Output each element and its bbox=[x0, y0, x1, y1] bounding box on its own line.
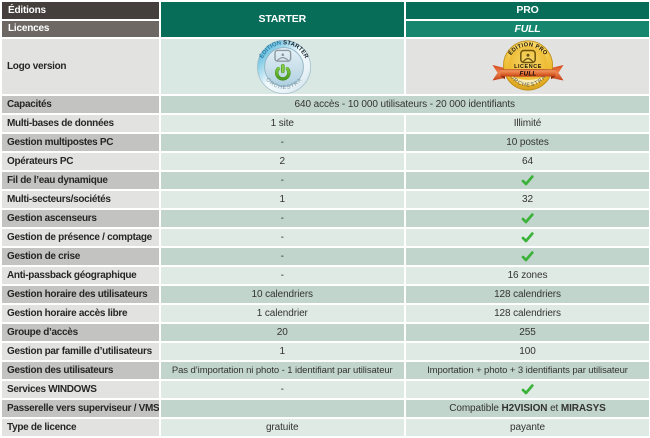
svg-text:LICENCE: LICENCE bbox=[514, 64, 542, 70]
svg-text:FULL: FULL bbox=[519, 70, 536, 77]
